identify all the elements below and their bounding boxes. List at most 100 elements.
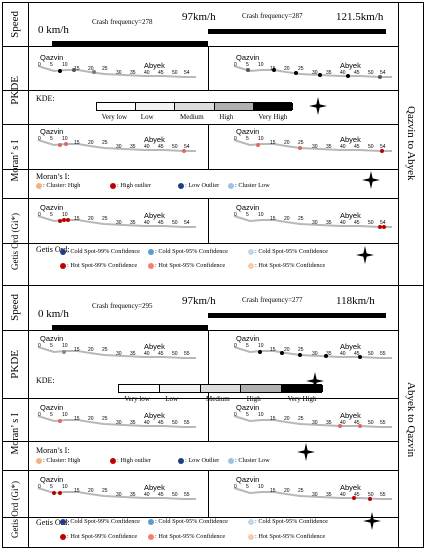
km-tick-label: 40 — [340, 492, 346, 498]
km-tick-label: 0 — [38, 136, 41, 142]
kde-legend-title: KDE: — [36, 376, 55, 385]
km-tick-label: 40 — [340, 351, 346, 357]
km-tick-label: 40 — [144, 220, 150, 226]
kde-level-label: Low — [165, 395, 179, 403]
kde-level-label: Medium — [180, 113, 204, 121]
legend-item-label: : Cluster: High — [43, 457, 81, 464]
km-tick-label: 20 — [88, 216, 94, 222]
kde-scale-segment — [97, 103, 137, 110]
km-tick-label: 45 — [158, 492, 164, 498]
km-tick-label: 5 — [246, 412, 249, 418]
crash-frequency-left: Crash frequency=278 — [92, 18, 153, 26]
km-tick-label: 20 — [284, 140, 290, 146]
km-tick-label: 25 — [298, 216, 304, 222]
map-center-divider — [208, 470, 209, 517]
morans-legend-title: Moran’s I: — [36, 172, 70, 181]
km-tick-label: 55 — [184, 492, 190, 498]
road-line — [233, 415, 392, 428]
km-tick-label: 20 — [88, 66, 94, 72]
speed-label-max: 118km/h — [336, 295, 375, 307]
km-tick-label: 30 — [116, 420, 122, 426]
legend-swatch — [228, 458, 234, 464]
crash-frequency-right: Crash frequency=277 — [242, 296, 303, 304]
legend-swatch — [148, 249, 154, 255]
grid-hline — [2, 330, 398, 331]
map-label-end: Abyek — [340, 411, 361, 420]
row-label-getis: Getis Ord (Gi*) — [10, 212, 20, 270]
map-label-end: Abyek — [144, 211, 165, 220]
kde-level-label: Low — [140, 113, 154, 121]
legend-item-label: : Cold Spot-95% Confidence — [155, 248, 228, 255]
speed-label-mid: 97km/h — [182, 295, 216, 307]
km-tick-label: 54 — [380, 144, 386, 150]
km-tick-label: 54 — [380, 220, 386, 226]
km-tick-label: 0 — [38, 343, 41, 349]
map-label-end: Abyek — [144, 61, 165, 70]
morans-legend-title: Moran’s I: — [36, 446, 70, 455]
legend-item-label: : Low Outlier — [185, 457, 220, 464]
legend-swatch — [228, 183, 234, 189]
km-tick-label: 10 — [62, 484, 68, 490]
km-tick-label: 20 — [284, 488, 290, 494]
speed-bar-high — [208, 313, 386, 318]
km-tick-label: 40 — [340, 144, 346, 150]
road-segment-mark — [338, 424, 342, 428]
map-label-start: Qazvin — [236, 475, 259, 484]
morans-map-left: 0 5 10 15 20 25 30 35 40 45 50 54 Qazvin Abyek — [37, 127, 196, 153]
km-tick-label: 5 — [246, 484, 249, 490]
kde-color-scale — [118, 384, 323, 393]
road-segment-mark — [62, 350, 66, 354]
legend-item-label: : Low Outlier — [185, 182, 220, 189]
row-label-pkde: PKDE — [9, 75, 21, 105]
km-tick-label: 25 — [298, 347, 304, 353]
direction-label-bottom: Abyek to Qazvin — [405, 382, 417, 458]
speed-label-min: 0 km/h — [38, 24, 69, 36]
grid-hline — [2, 470, 398, 471]
pkde-map-left: 0 5 10 15 20 25 30 35 40 45 50 54 Qazvin Abyek — [37, 53, 196, 78]
crash-frequency-right: Crash frequency=287 — [242, 12, 303, 20]
row-label-getis: Getis Ord (Gi*) — [10, 480, 20, 538]
map-label-start: Qazvin — [236, 403, 259, 412]
grid-hline — [2, 46, 398, 47]
kde-level-label: Very low — [101, 113, 128, 121]
legend-swatch — [178, 458, 184, 464]
road-line — [37, 139, 196, 152]
km-tick-label: 20 — [88, 416, 94, 422]
km-tick-label: 54 — [184, 220, 190, 226]
km-tick-label: 35 — [326, 220, 332, 226]
grid-hline — [2, 517, 398, 518]
road-segment-mark — [62, 218, 66, 222]
road-line — [233, 65, 392, 78]
km-tick-label: 10 — [258, 212, 264, 218]
km-tick-label: 30 — [312, 351, 318, 357]
km-tick-label: 40 — [340, 70, 346, 76]
km-tick-label: 0 — [234, 343, 237, 349]
legend-item-label: : Cold Spot-95% Confidence — [255, 518, 328, 525]
road-segment-mark — [272, 68, 276, 72]
road-segment-mark — [380, 149, 384, 153]
road-segment-mark — [324, 354, 328, 358]
grid-hline — [2, 124, 398, 125]
legend-item-label: : Cold Spot-95% Confidence — [255, 248, 328, 255]
km-tick-label: 25 — [102, 216, 108, 222]
north-arrow-icon — [309, 97, 327, 115]
kde-level-label: Very low — [124, 395, 150, 403]
row-label-morans: Moran’ s I — [9, 140, 21, 182]
getis-map-right: 0 5 10 15 20 25 30 35 40 45 50 55 Qazvin Abyek — [233, 475, 392, 501]
km-tick-label: 40 — [144, 351, 150, 357]
row-label-pkde: PKDE — [9, 349, 21, 379]
km-tick-label: 50 — [172, 420, 178, 426]
km-tick-label: 35 — [326, 144, 332, 150]
km-tick-label: 55 — [184, 420, 190, 426]
road-segment-mark — [378, 225, 382, 229]
km-tick-label: 54 — [380, 70, 386, 76]
map-label-start: Qazvin — [40, 203, 63, 212]
km-tick-label: 5 — [50, 412, 53, 418]
km-tick-label: 5 — [246, 212, 249, 218]
road-segment-mark — [318, 73, 322, 77]
map-label-end: Abyek — [340, 342, 361, 351]
road-segment-mark — [182, 149, 186, 153]
km-tick-label: 25 — [298, 66, 304, 72]
